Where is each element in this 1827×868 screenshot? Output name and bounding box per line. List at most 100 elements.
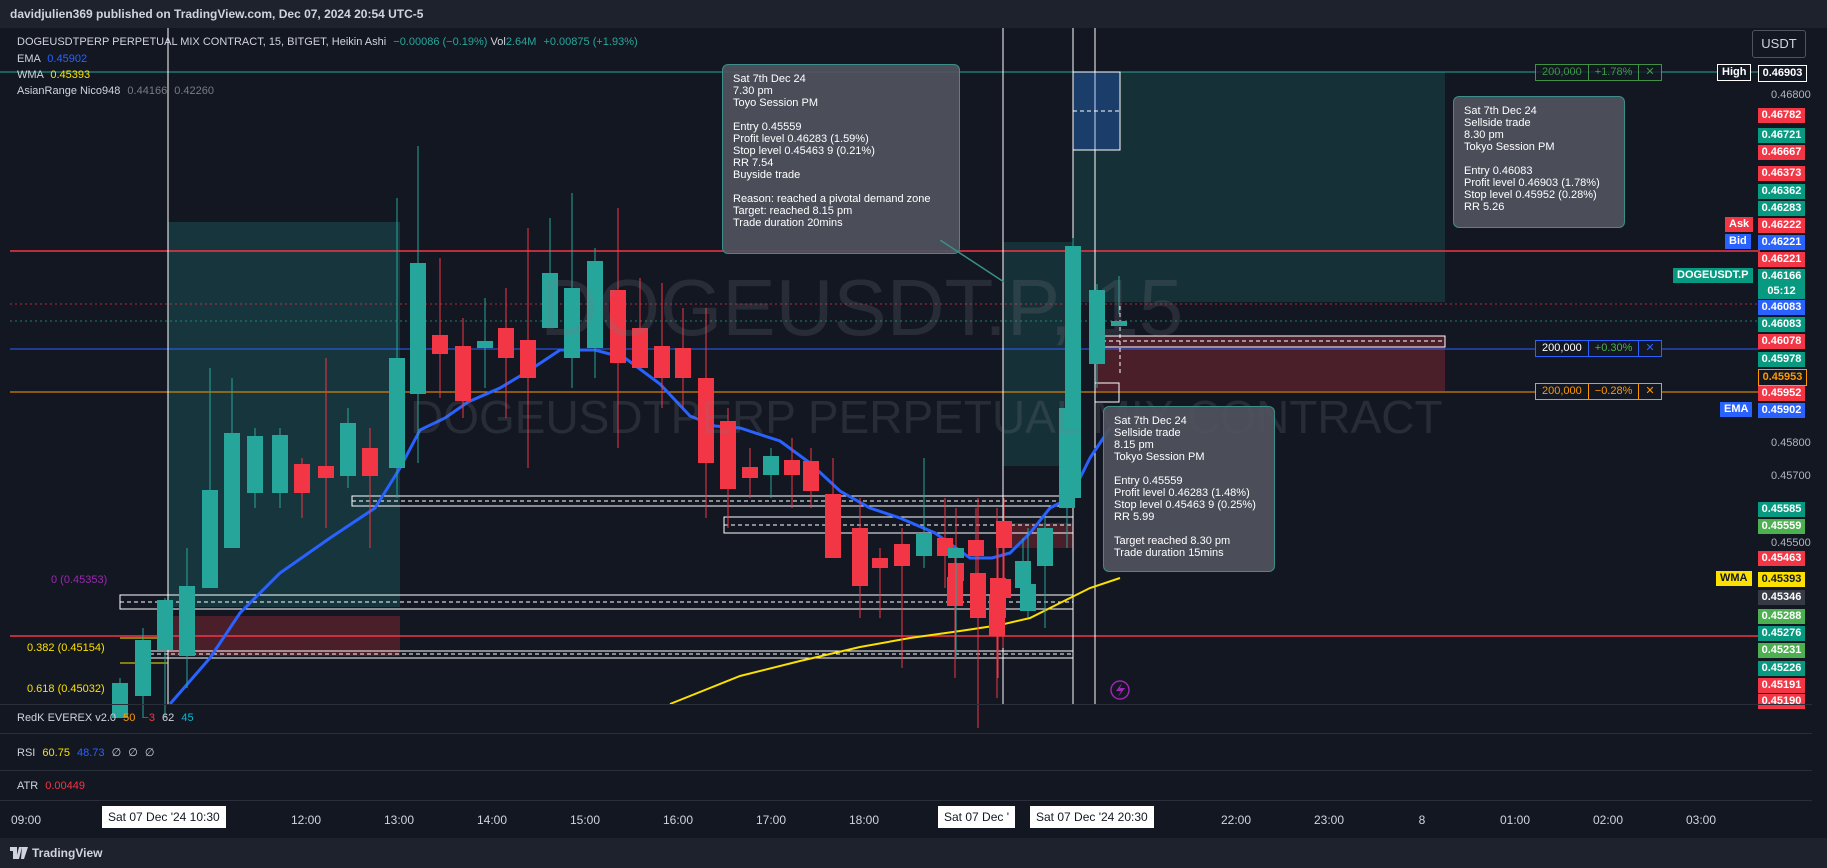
price-badge: 0.45953: [1758, 369, 1807, 386]
price-badge: 0.46362: [1758, 184, 1805, 199]
price-badge: 0.46373: [1758, 166, 1805, 181]
ask-tag: Ask: [1725, 217, 1754, 232]
note-buyside-trade[interactable]: Sat 7th Dec 24 7.30 pm Toyo Session PM E…: [722, 64, 960, 254]
candle-body: [202, 490, 218, 588]
candle-body: [720, 421, 736, 489]
indicator-rsi[interactable]: RSI 60.75 48.73 ∅ ∅ ∅: [17, 746, 155, 759]
pane-divider-2[interactable]: [0, 733, 1812, 734]
candle-body: [1015, 561, 1031, 588]
watermark-symbol: DOGEUSDT.P, 15: [540, 263, 1184, 352]
legend-wma-row[interactable]: WMA 0.45393: [17, 69, 90, 81]
time-label: 22:00: [1220, 813, 1252, 827]
price-badge: 0.46283: [1758, 201, 1805, 216]
note-sellside-trade-top[interactable]: Sat 7th Dec 24 Sellside trade 8.30 pm To…: [1453, 96, 1625, 228]
fib-label-0: 0 (0.45353): [51, 574, 108, 586]
legend-asian-row[interactable]: AsianRange Nico948 0.44166 0.42260: [17, 85, 214, 97]
price-label: 0.46800: [1771, 89, 1811, 101]
close-icon[interactable]: ✕: [1638, 65, 1660, 80]
legend-wma-label: WMA: [17, 69, 44, 81]
candle-body: [340, 423, 356, 476]
price-badge: 0.45288: [1758, 609, 1805, 624]
chart-canvas[interactable]: [0, 28, 1827, 814]
price-label: 0.45800: [1771, 437, 1811, 449]
fib-label-382: 0.382 (0.45154): [27, 642, 105, 654]
candle-body: [564, 288, 580, 358]
time-label: 23:00: [1313, 813, 1345, 827]
indicator-everex[interactable]: RedK EVEREX v2.0 50 −3 62 45: [17, 712, 194, 724]
price-badge: 0.45226: [1758, 661, 1805, 676]
price-badge: 0.46221: [1758, 235, 1805, 250]
rsi-v2: 48.73: [77, 747, 105, 759]
time-label: 12:00: [290, 813, 322, 827]
time-label: 18:00: [848, 813, 880, 827]
legend-vol-label: Vol: [490, 36, 506, 48]
candle-body: [1037, 528, 1053, 566]
atr-v1: 0.00449: [45, 780, 86, 792]
legend-asian-v1: 0.44166: [127, 85, 168, 97]
indicator-atr[interactable]: ATR 0.00449: [17, 780, 85, 792]
time-axis[interactable]: [0, 806, 1812, 834]
alert-lightning-icon[interactable]: [1110, 680, 1130, 700]
publisher-text: davidjulien369 published on TradingView.…: [10, 7, 424, 21]
currency-button[interactable]: USDT: [1752, 30, 1806, 58]
candle-body: [894, 544, 910, 566]
candle-body: [948, 548, 964, 558]
candle-body: [179, 586, 195, 656]
symbol-tag: DOGEUSDT.P: [1673, 268, 1753, 283]
position-pct: +0.30%: [1587, 341, 1639, 356]
candle-body: [970, 573, 986, 618]
candle-body: [1065, 246, 1081, 498]
pane-divider-1[interactable]: [0, 704, 1812, 705]
candle-body: [455, 346, 471, 401]
tradingview-logo-icon: [10, 847, 28, 859]
candle-body: [996, 521, 1012, 548]
candle-body: [318, 466, 334, 478]
wma-line: [669, 577, 1121, 705]
legend-symbol[interactable]: DOGEUSDTPERP PERPETUAL MIX CONTRACT, 15,…: [17, 36, 387, 48]
countdown-badge: 05:12: [1758, 284, 1805, 299]
candle-body: [803, 461, 819, 491]
legend-symbol-row: DOGEUSDTPERP PERPETUAL MIX CONTRACT, 15,…: [17, 36, 638, 48]
candle-body: [784, 460, 800, 475]
position-box-target[interactable]: 200,000 +1.78% ✕: [1535, 64, 1662, 81]
close-icon[interactable]: ✕: [1638, 384, 1660, 399]
candle-body: [763, 456, 779, 475]
price-badge: 0.46667: [1758, 145, 1805, 160]
candle-body: [872, 558, 888, 568]
note-sellside-trade-bottom[interactable]: Sat 7th Dec 24 Sellside trade 8.15 pm To…: [1103, 406, 1275, 572]
short-position-profit-zone: [1073, 72, 1445, 302]
candle-body: [632, 328, 648, 368]
candle-body: [675, 348, 691, 378]
candle-body: [852, 528, 868, 586]
candle-body: [389, 358, 405, 468]
legend-ema-label: EMA: [17, 53, 41, 65]
price-badge: 0.46903: [1758, 65, 1807, 82]
legend-change: −0.00086 (−0.19%): [393, 36, 488, 48]
legend-ema-row[interactable]: EMA 0.45902: [17, 53, 87, 65]
position-qty: 200,000: [1542, 385, 1582, 397]
legend-vol-change: +0.00875 (+1.93%): [543, 36, 638, 48]
price-badge: 0.46166: [1758, 269, 1805, 284]
bid-tag: Bid: [1725, 234, 1751, 249]
pane-divider-3[interactable]: [0, 770, 1812, 771]
price-badge: 0.45190: [1758, 694, 1805, 709]
close-icon[interactable]: ✕: [1638, 341, 1660, 356]
time-label: 09:00: [10, 813, 42, 827]
price-badge: 0.46222: [1758, 218, 1805, 233]
time-label: 15:00: [569, 813, 601, 827]
price-badge: 0.45559: [1758, 519, 1805, 534]
candle-body: [989, 596, 1005, 636]
candle-body: [520, 340, 536, 378]
position-box-entry[interactable]: 200,000 +0.30% ✕: [1535, 340, 1662, 357]
position-box-stop[interactable]: 200,000 −0.28% ✕: [1535, 383, 1662, 400]
time-label: 02:00: [1592, 813, 1624, 827]
watermark-description: DOGEUSDTPERP PERPETUAL MIX CONTRACT: [410, 391, 1443, 443]
price-badge: 0.45463: [1758, 551, 1805, 566]
candle-body: [698, 378, 714, 463]
fib-label-618: 0.618 (0.45032): [27, 683, 105, 695]
rsi-v5: ∅: [144, 747, 155, 759]
legend-ema-value: 0.45902: [47, 53, 88, 65]
everex-v4: 45: [181, 712, 194, 724]
price-badge: 0.45978: [1758, 352, 1805, 367]
time-label: 17:00: [755, 813, 787, 827]
